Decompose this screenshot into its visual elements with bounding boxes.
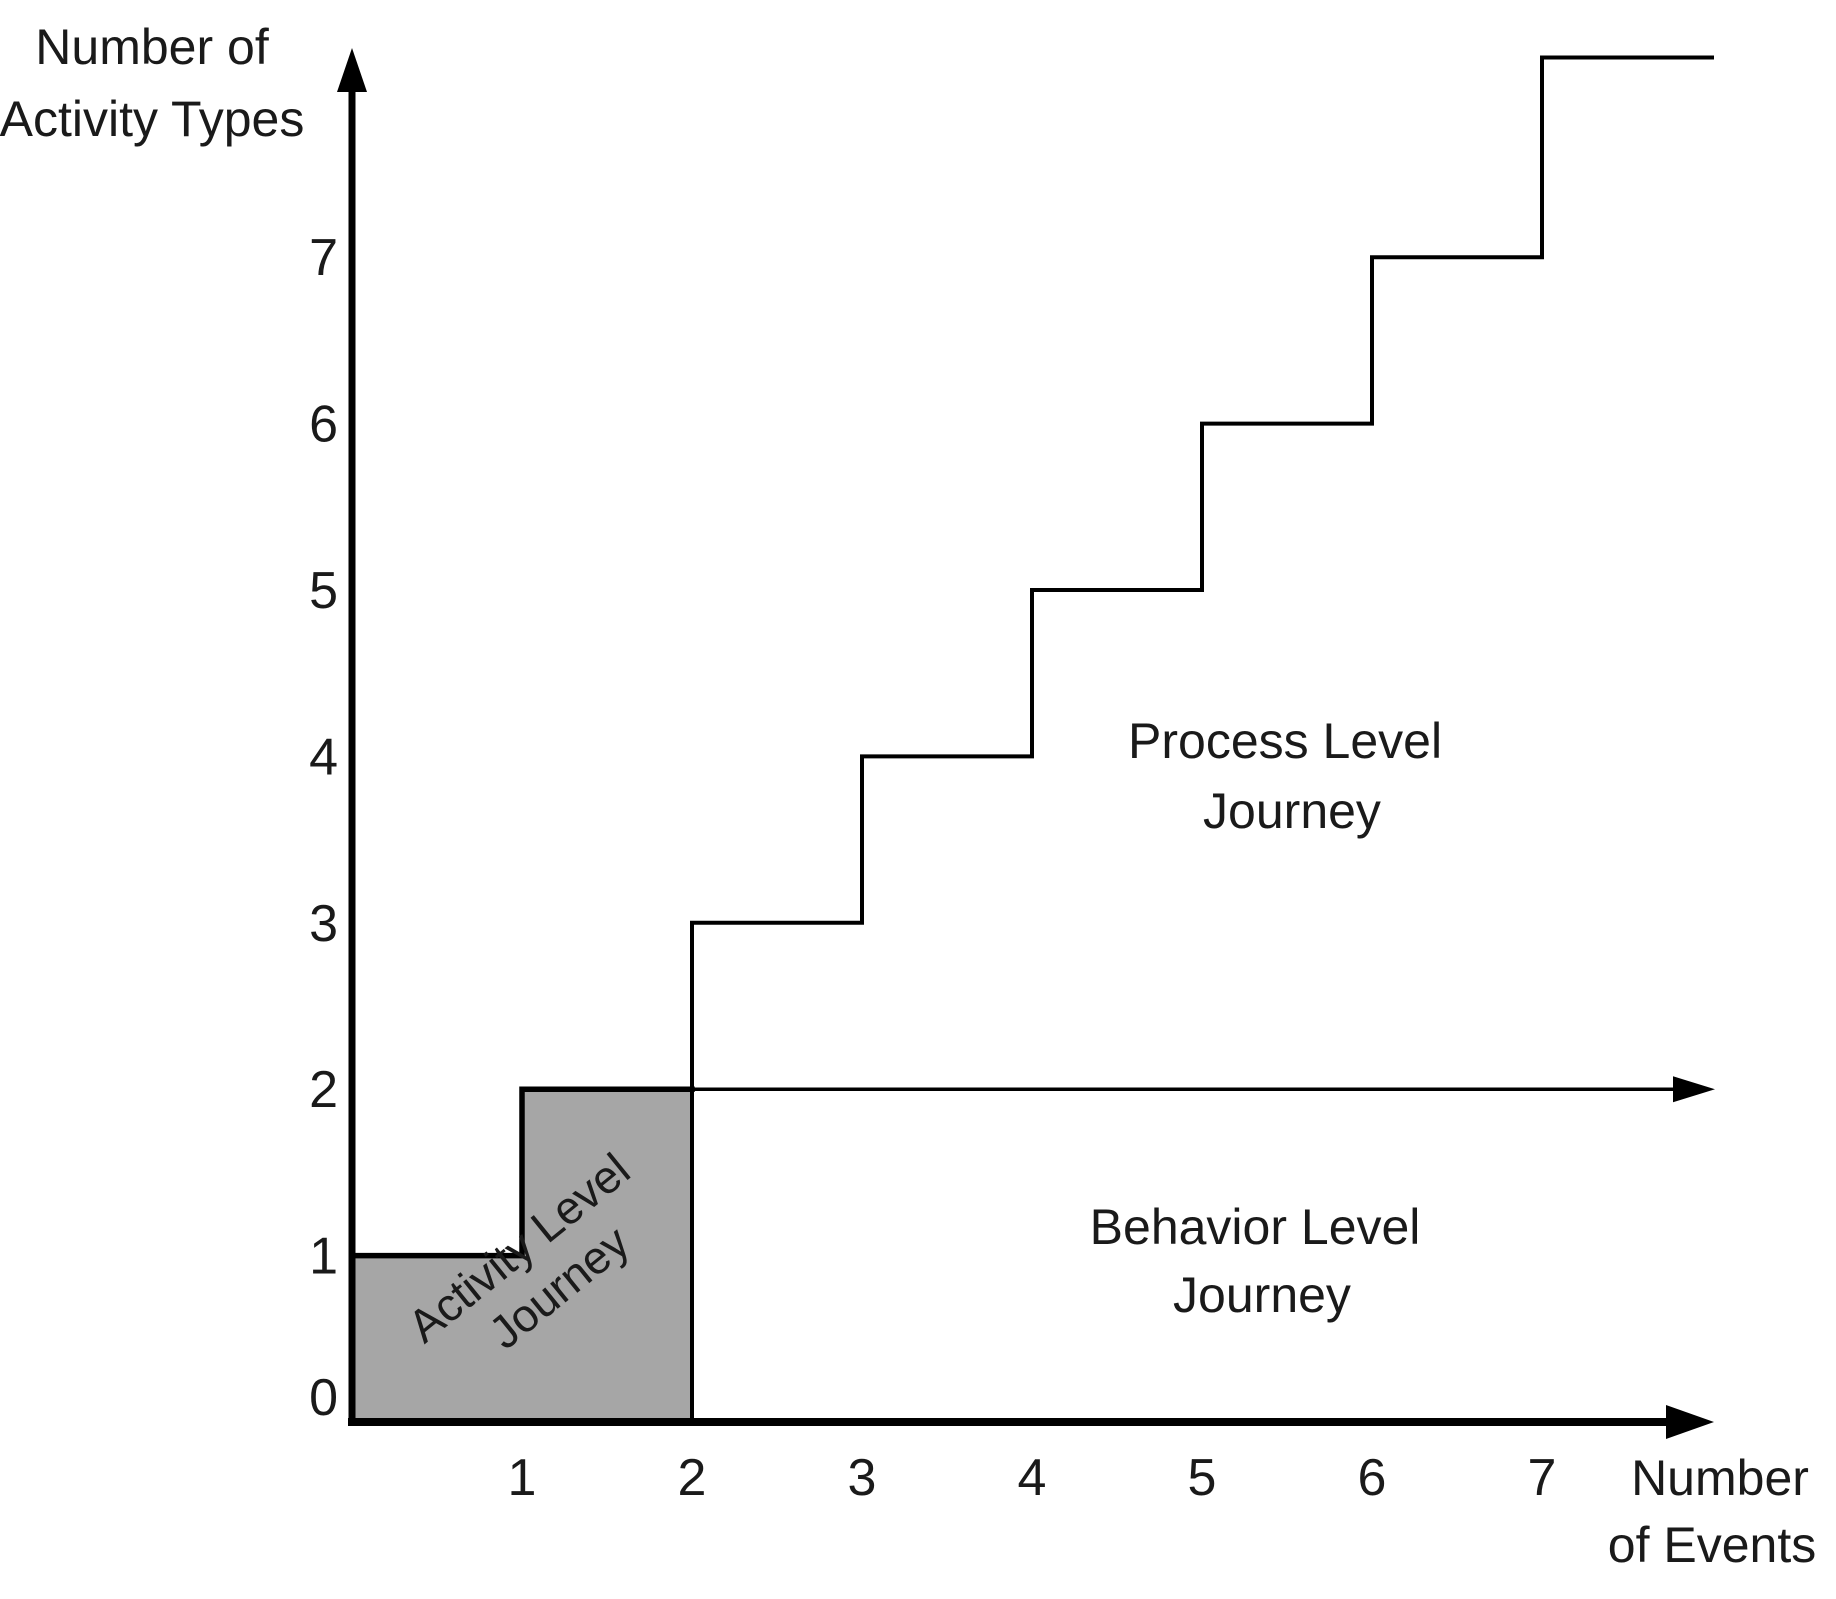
x-tick-label-7: 7 (1528, 1449, 1557, 1507)
y-tick-label-4: 4 (309, 728, 338, 786)
x-axis-title-line-2: of Events (1608, 1517, 1816, 1573)
behavior-level-journey-label: Behavior Level Journey (1090, 1199, 1435, 1323)
y-tick-label-5: 5 (309, 562, 338, 620)
behavior-process-divider-arrowhead (1673, 1076, 1715, 1103)
activity-journey-upper-boundary-line (349, 1086, 695, 1259)
y-axis-title-line-1: Number of (35, 19, 269, 75)
process-staircase-line (690, 55, 1714, 1092)
x-tick-label-6: 6 (1358, 1449, 1387, 1507)
x-axis-arrowhead (1666, 1405, 1714, 1439)
y-axis-title-line-2: Activity Types (0, 91, 304, 147)
y-axis-arrowhead (337, 48, 367, 92)
x-tick-label-5: 5 (1188, 1449, 1217, 1507)
y-tick-label-6: 6 (309, 396, 338, 454)
y-tick-label-1: 1 (309, 1228, 338, 1286)
y-tick-label-7: 7 (309, 229, 338, 287)
x-axis-title-line-1: Number (1631, 1450, 1809, 1506)
x-tick-label-2: 2 (678, 1449, 707, 1507)
y-tick-label-3: 3 (309, 895, 338, 953)
x-tick-label-1: 1 (508, 1449, 537, 1507)
y-tick-label-2: 2 (309, 1061, 338, 1119)
y-tick-label-0: 0 (309, 1369, 338, 1427)
process-level-journey-label: Process Level Journey (1128, 713, 1456, 839)
x-tick-label-4: 4 (1018, 1449, 1047, 1507)
x-tick-label-3: 3 (848, 1449, 877, 1507)
